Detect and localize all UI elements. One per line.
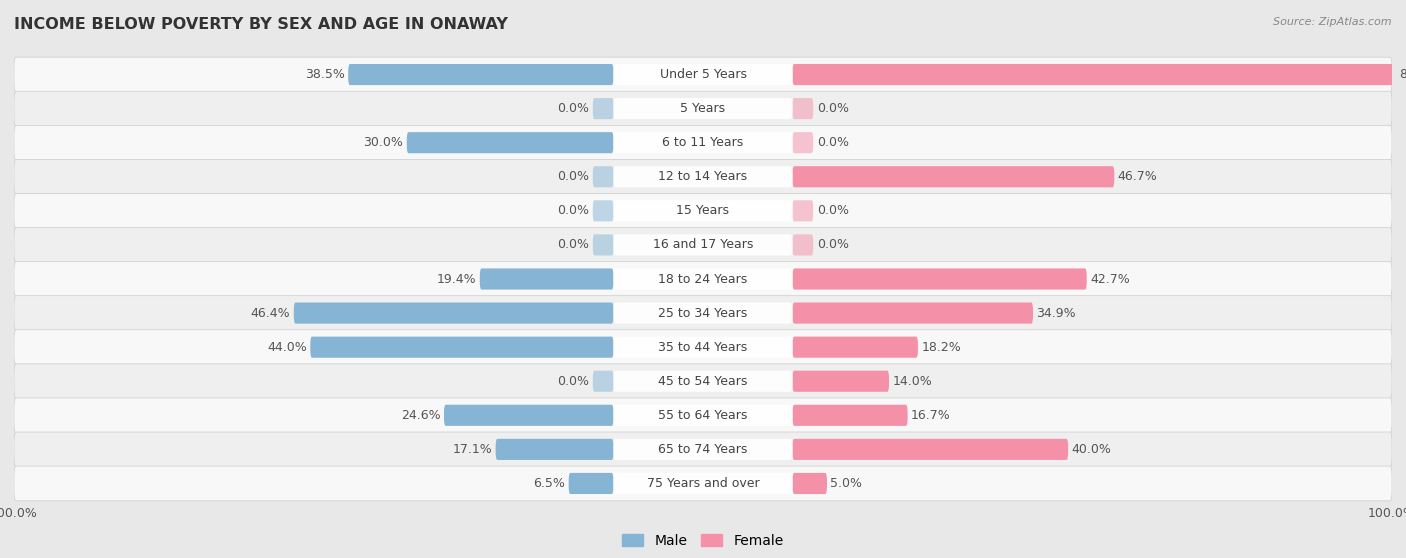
Text: 5.0%: 5.0% [831,477,862,490]
FancyBboxPatch shape [593,371,613,392]
FancyBboxPatch shape [14,92,1392,126]
Text: Under 5 Years: Under 5 Years [659,68,747,81]
FancyBboxPatch shape [593,200,613,222]
FancyBboxPatch shape [14,126,1392,160]
Text: 34.9%: 34.9% [1036,306,1076,320]
FancyBboxPatch shape [793,200,813,222]
FancyBboxPatch shape [793,64,1395,85]
FancyBboxPatch shape [793,166,1115,187]
Text: 87.5%: 87.5% [1399,68,1406,81]
FancyBboxPatch shape [444,405,613,426]
FancyBboxPatch shape [793,132,813,153]
Text: 5 Years: 5 Years [681,102,725,115]
Text: 46.7%: 46.7% [1118,170,1157,183]
FancyBboxPatch shape [294,302,613,324]
FancyBboxPatch shape [14,228,1392,262]
Text: 75 Years and over: 75 Years and over [647,477,759,490]
Text: 30.0%: 30.0% [363,136,404,149]
Text: 18.2%: 18.2% [921,340,962,354]
FancyBboxPatch shape [793,98,813,119]
Text: 24.6%: 24.6% [401,409,440,422]
Text: 6 to 11 Years: 6 to 11 Years [662,136,744,149]
Text: 6.5%: 6.5% [533,477,565,490]
Text: 40.0%: 40.0% [1071,443,1112,456]
Legend: Male, Female: Male, Female [617,528,789,554]
FancyBboxPatch shape [613,439,793,460]
FancyBboxPatch shape [793,371,889,392]
Text: 0.0%: 0.0% [557,102,589,115]
FancyBboxPatch shape [613,268,793,290]
FancyBboxPatch shape [593,98,613,119]
Text: 0.0%: 0.0% [817,204,849,218]
FancyBboxPatch shape [613,98,793,119]
Text: 12 to 14 Years: 12 to 14 Years [658,170,748,183]
FancyBboxPatch shape [14,432,1392,466]
Text: 19.4%: 19.4% [437,272,477,286]
Text: Source: ZipAtlas.com: Source: ZipAtlas.com [1274,17,1392,27]
FancyBboxPatch shape [613,405,793,426]
Text: 15 Years: 15 Years [676,204,730,218]
FancyBboxPatch shape [613,336,793,358]
FancyBboxPatch shape [14,330,1392,364]
FancyBboxPatch shape [613,234,793,256]
Text: 0.0%: 0.0% [557,375,589,388]
Text: 35 to 44 Years: 35 to 44 Years [658,340,748,354]
FancyBboxPatch shape [613,200,793,222]
FancyBboxPatch shape [793,405,908,426]
FancyBboxPatch shape [406,132,613,153]
Text: 0.0%: 0.0% [557,204,589,218]
FancyBboxPatch shape [793,336,918,358]
Text: 0.0%: 0.0% [817,102,849,115]
FancyBboxPatch shape [349,64,613,85]
Text: 46.4%: 46.4% [250,306,290,320]
Text: 38.5%: 38.5% [305,68,344,81]
FancyBboxPatch shape [14,57,1392,92]
FancyBboxPatch shape [14,398,1392,432]
Text: 42.7%: 42.7% [1090,272,1130,286]
Text: 0.0%: 0.0% [817,136,849,149]
FancyBboxPatch shape [593,166,613,187]
FancyBboxPatch shape [568,473,613,494]
FancyBboxPatch shape [793,234,813,256]
FancyBboxPatch shape [496,439,613,460]
Text: INCOME BELOW POVERTY BY SEX AND AGE IN ONAWAY: INCOME BELOW POVERTY BY SEX AND AGE IN O… [14,17,508,32]
FancyBboxPatch shape [793,302,1033,324]
FancyBboxPatch shape [613,166,793,187]
FancyBboxPatch shape [593,234,613,256]
FancyBboxPatch shape [479,268,613,290]
Text: 65 to 74 Years: 65 to 74 Years [658,443,748,456]
FancyBboxPatch shape [14,262,1392,296]
FancyBboxPatch shape [613,302,793,324]
Text: 0.0%: 0.0% [817,238,849,252]
FancyBboxPatch shape [14,296,1392,330]
FancyBboxPatch shape [793,268,1087,290]
Text: 45 to 54 Years: 45 to 54 Years [658,375,748,388]
Text: 0.0%: 0.0% [557,170,589,183]
Text: 0.0%: 0.0% [557,238,589,252]
FancyBboxPatch shape [311,336,613,358]
FancyBboxPatch shape [793,439,1069,460]
Text: 16 and 17 Years: 16 and 17 Years [652,238,754,252]
FancyBboxPatch shape [613,371,793,392]
FancyBboxPatch shape [14,160,1392,194]
Text: 14.0%: 14.0% [893,375,932,388]
FancyBboxPatch shape [613,132,793,153]
Text: 16.7%: 16.7% [911,409,950,422]
Text: 17.1%: 17.1% [453,443,492,456]
FancyBboxPatch shape [14,194,1392,228]
FancyBboxPatch shape [613,64,793,85]
FancyBboxPatch shape [14,466,1392,501]
FancyBboxPatch shape [793,473,827,494]
FancyBboxPatch shape [613,473,793,494]
Text: 18 to 24 Years: 18 to 24 Years [658,272,748,286]
Text: 25 to 34 Years: 25 to 34 Years [658,306,748,320]
Text: 55 to 64 Years: 55 to 64 Years [658,409,748,422]
Text: 44.0%: 44.0% [267,340,307,354]
FancyBboxPatch shape [14,364,1392,398]
